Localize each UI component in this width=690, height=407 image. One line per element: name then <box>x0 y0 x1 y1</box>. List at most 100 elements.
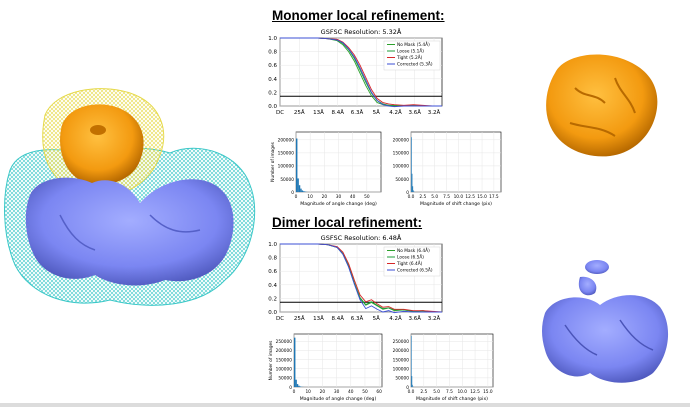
x-tick-label: 17.5 <box>489 194 499 200</box>
legend-entry: No Mask (5.4Å) <box>397 41 430 48</box>
histogram-bar <box>411 335 412 387</box>
y-tick-label: 0.0 <box>268 104 277 110</box>
y-tick-label: 50000 <box>280 177 294 183</box>
dimer-fsc-chart: GSFSC Resolution: 6.48Å DC 25Å 13Å 8.4Å 6.3Å 5… <box>268 233 443 322</box>
legend-box <box>383 40 441 71</box>
x-tick-label: 40 <box>348 389 354 395</box>
y-tick-label: 200000 <box>276 348 293 354</box>
x-axis-label: Magnitude of angle change (deg) <box>300 396 377 402</box>
y-tick-label: 200000 <box>278 138 295 144</box>
histogram-bar <box>301 190 304 192</box>
x-axis-label: Magnitude of angle change (deg) <box>300 201 377 207</box>
legend-entry: Loose (6.5Å) <box>397 254 424 261</box>
x-axis-label: Magnitude of shift change (pix) <box>416 396 488 402</box>
plot-frame <box>293 333 383 388</box>
y-tick-label: 1.0 <box>268 36 277 42</box>
dimer-map-with-mask-mesh <box>4 88 256 306</box>
bottom-divider <box>0 403 690 407</box>
histogram-bar <box>412 384 413 387</box>
histogram-bar <box>296 384 299 387</box>
dimer-angle-histogram: 0 50000 100000 150000 200000 250000 0 10 20 30 40 5… <box>268 333 383 402</box>
dimer-map-surface <box>542 260 669 383</box>
x-tick-label: 40 <box>350 194 356 200</box>
monomer-fsc-chart: GSFSC Resolution: 5.32Å DC 25Å 13Å 8.4Å 6.3Å 5… <box>268 27 443 116</box>
x-tick-label: 3.6Å <box>408 109 421 116</box>
y-tick-label: 0.4 <box>268 283 277 289</box>
x-tick-label: 5Å <box>373 315 380 322</box>
legend-box <box>383 246 441 277</box>
histogram-bar <box>411 376 413 387</box>
x-tick-label: 12.5 <box>465 194 475 200</box>
histogram-bar <box>296 138 298 192</box>
chart-title: GSFSC Resolution: 6.48Å <box>321 233 402 242</box>
x-tick-label: 4.2Å <box>389 315 402 322</box>
dimer-heading: Dimer local refinement: <box>272 215 423 230</box>
y-tick-label: 0.6 <box>268 63 277 69</box>
x-tick-label: 50 <box>362 389 368 395</box>
x-tick-label: 3.2Å <box>428 315 441 322</box>
x-tick-label: 30 <box>336 194 342 200</box>
monomer-heading: Monomer local refinement: <box>272 8 445 23</box>
orange-monomer-surface <box>60 104 144 185</box>
y-tick-label: 200000 <box>393 138 410 144</box>
x-tick-label: 15.0 <box>477 194 487 200</box>
y-tick-label: 50000 <box>278 376 292 382</box>
y-tick-label: 250000 <box>393 339 410 345</box>
y-tick-label: 1.0 <box>268 242 277 248</box>
x-tick-label: 8.4Å <box>331 109 344 116</box>
y-tick-label: 0.2 <box>268 90 277 96</box>
x-tick-label: 10 <box>307 194 313 200</box>
x-tick-label: 30 <box>334 389 340 395</box>
y-tick-label: 0 <box>289 385 292 391</box>
x-tick-label: 10.0 <box>457 389 467 395</box>
monomer-shift-histogram: 0 50000 100000 150000 200000 0.0 2.5 5.0 7.5 10.0… <box>393 131 502 207</box>
x-tick-label: 7.5 <box>446 389 453 395</box>
x-tick-label: 6.3Å <box>351 315 364 322</box>
y-tick-label: 100000 <box>276 367 293 373</box>
legend-entry: Corrected (5.3Å) <box>397 61 433 68</box>
y-tick-label: 100000 <box>393 164 410 170</box>
x-tick-label: 5.0 <box>431 194 438 200</box>
x-tick-label: 25Å <box>294 315 305 322</box>
plot-frame <box>410 131 502 193</box>
histogram-bar <box>298 185 301 192</box>
dimer-shift-histogram: 0 50000 100000 150000 200000 250000 0.0 2.5 5.0 7… <box>393 333 494 402</box>
y-tick-label: 150000 <box>393 151 410 157</box>
legend-entry: Loose (5.1Å) <box>397 48 424 55</box>
histogram-bar <box>303 191 305 192</box>
x-tick-label: 13Å <box>313 315 324 322</box>
fsc-series-line <box>280 37 442 108</box>
x-tick-label: 4.2Å <box>389 109 402 116</box>
monomer-angle-histogram: 0 50000 100000 150000 200000 0 10 20 30 40 50Magni… <box>270 131 382 207</box>
x-tick-label: 2.5 <box>419 194 426 200</box>
chart-title: GSFSC Resolution: 5.32Å <box>321 27 402 36</box>
x-tick-label: 0.0 <box>408 194 415 200</box>
blue-dimer-surface <box>25 177 234 286</box>
y-tick-label: 150000 <box>276 357 293 363</box>
histogram-bar <box>300 188 302 192</box>
x-tick-label: 5.0 <box>433 389 440 395</box>
x-tick-label: 10 <box>305 389 311 395</box>
y-tick-label: 50000 <box>395 177 409 183</box>
y-tick-label: 150000 <box>393 357 410 363</box>
y-axis-label: Number of images <box>268 340 274 381</box>
y-tick-label: 0 <box>406 385 409 391</box>
y-tick-label: 0.2 <box>268 296 277 302</box>
y-tick-label: 100000 <box>393 367 410 373</box>
histogram-bar <box>295 379 297 387</box>
x-tick-label: 12.5 <box>470 389 480 395</box>
x-tick-label: 3.6Å <box>408 315 421 322</box>
chart-plot-area: GSFSC Resolution: 5.32Å DC 25Å 13Å 8.4Å 6.3Å 5… <box>268 27 443 116</box>
plot-frame <box>410 333 494 388</box>
y-tick-label: 0 <box>406 190 409 196</box>
y-tick-label: 250000 <box>276 339 293 345</box>
x-tick-label: 50 <box>364 194 370 200</box>
x-tick-label: 2.5 <box>420 389 427 395</box>
chart-plot-area: GSFSC Resolution: 6.48Å DC 25Å 13Å 8.4Å 6.3Å 5… <box>268 233 443 322</box>
x-tick-label: 0 <box>293 389 296 395</box>
x-tick-label: 20 <box>320 389 326 395</box>
x-tick-label: 15.0 <box>483 389 493 395</box>
histogram-bar <box>412 186 414 192</box>
x-tick-label: 7.5 <box>443 194 450 200</box>
histogram-bar <box>411 173 413 192</box>
